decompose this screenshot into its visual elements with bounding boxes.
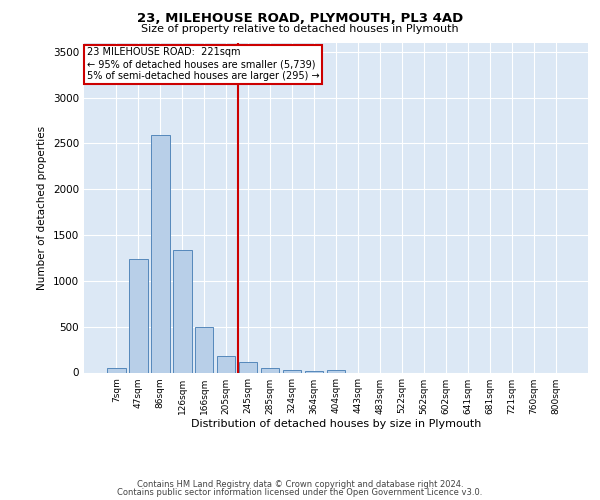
- Bar: [305, 371, 323, 372]
- Text: Size of property relative to detached houses in Plymouth: Size of property relative to detached ho…: [141, 24, 459, 34]
- Bar: [195, 327, 214, 372]
- Y-axis label: Number of detached properties: Number of detached properties: [37, 126, 47, 290]
- Bar: [239, 362, 257, 372]
- Text: 23 MILEHOUSE ROAD:  221sqm
← 95% of detached houses are smaller (5,739)
5% of se: 23 MILEHOUSE ROAD: 221sqm ← 95% of detac…: [86, 48, 319, 80]
- Text: Contains HM Land Registry data © Crown copyright and database right 2024.: Contains HM Land Registry data © Crown c…: [137, 480, 463, 489]
- Text: Contains public sector information licensed under the Open Government Licence v3: Contains public sector information licen…: [118, 488, 482, 497]
- Bar: [151, 135, 170, 372]
- Bar: [326, 370, 346, 372]
- Text: 23, MILEHOUSE ROAD, PLYMOUTH, PL3 4AD: 23, MILEHOUSE ROAD, PLYMOUTH, PL3 4AD: [137, 12, 463, 26]
- Bar: [261, 368, 280, 372]
- Bar: [217, 356, 235, 372]
- Bar: [129, 259, 148, 372]
- X-axis label: Distribution of detached houses by size in Plymouth: Distribution of detached houses by size …: [191, 420, 481, 430]
- Bar: [107, 368, 125, 372]
- Bar: [173, 250, 191, 372]
- Bar: [283, 370, 301, 372]
